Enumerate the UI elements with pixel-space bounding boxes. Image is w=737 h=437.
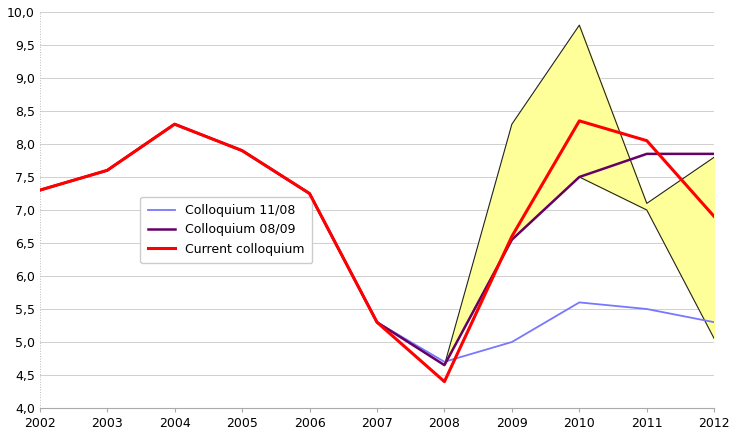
Current colloquium [170, 121, 179, 127]
Current colloquium [237, 148, 246, 153]
Current colloquium [305, 191, 314, 196]
Current colloquium [35, 187, 44, 193]
Colloquium 08/09 [170, 121, 179, 127]
Colloquium 11/08 [102, 168, 111, 173]
Line: Colloquium 08/09: Colloquium 08/09 [40, 124, 714, 365]
Current colloquium [102, 168, 111, 173]
Colloquium 11/08 [508, 340, 517, 345]
Colloquium 08/09 [237, 148, 246, 153]
Colloquium 11/08 [305, 191, 314, 196]
Current colloquium [508, 234, 517, 239]
Colloquium 08/09 [440, 363, 449, 368]
Colloquium 11/08 [372, 319, 381, 325]
Colloquium 11/08 [643, 306, 652, 312]
Colloquium 11/08 [710, 319, 719, 325]
Colloquium 11/08 [35, 187, 44, 193]
Colloquium 08/09 [710, 151, 719, 156]
Current colloquium [643, 138, 652, 143]
Colloquium 08/09 [372, 319, 381, 325]
Legend: Colloquium 11/08, Colloquium 08/09, Current colloquium: Colloquium 11/08, Colloquium 08/09, Curr… [140, 197, 312, 263]
Colloquium 11/08 [237, 148, 246, 153]
Current colloquium [372, 319, 381, 325]
Colloquium 11/08 [575, 300, 584, 305]
Colloquium 08/09 [305, 191, 314, 196]
Current colloquium [575, 118, 584, 124]
Colloquium 08/09 [508, 237, 517, 242]
Colloquium 08/09 [102, 168, 111, 173]
Colloquium 08/09 [35, 187, 44, 193]
Line: Colloquium 11/08: Colloquium 11/08 [40, 124, 714, 362]
Current colloquium [710, 214, 719, 219]
Colloquium 08/09 [575, 174, 584, 180]
Colloquium 11/08 [170, 121, 179, 127]
Colloquium 08/09 [643, 151, 652, 156]
Colloquium 11/08 [440, 359, 449, 364]
Line: Current colloquium: Current colloquium [40, 121, 714, 382]
Current colloquium [440, 379, 449, 384]
